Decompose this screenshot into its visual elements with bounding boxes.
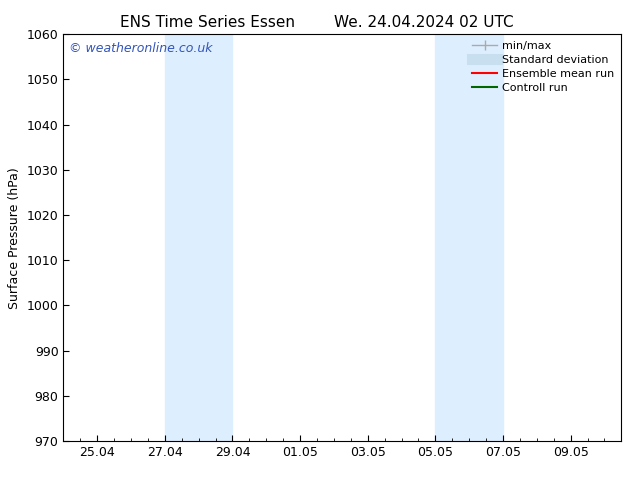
Y-axis label: Surface Pressure (hPa): Surface Pressure (hPa) [8,167,21,309]
Legend: min/max, Standard deviation, Ensemble mean run, Controll run: min/max, Standard deviation, Ensemble me… [468,37,619,97]
Bar [165,34,233,441]
Bar [436,34,503,441]
Text: © weatheronline.co.uk: © weatheronline.co.uk [69,43,212,55]
Text: ENS Time Series Essen        We. 24.04.2024 02 UTC: ENS Time Series Essen We. 24.04.2024 02 … [120,15,514,30]
